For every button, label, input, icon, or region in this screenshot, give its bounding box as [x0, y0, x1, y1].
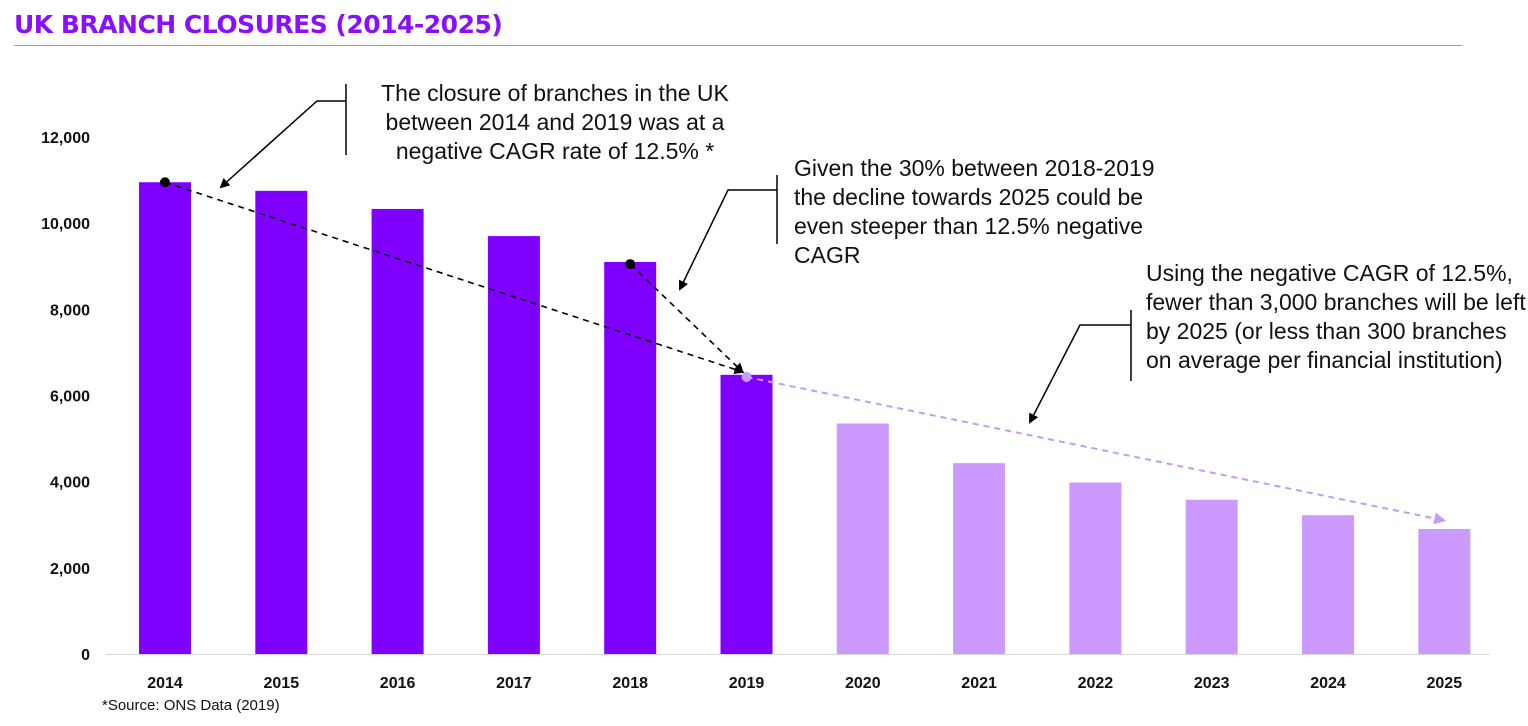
y-tick-label: 8,000	[50, 302, 90, 319]
bar-2015	[255, 190, 308, 654]
callout-1-arrow	[219, 100, 346, 189]
bar-2022	[1069, 482, 1122, 654]
bar-2020	[836, 423, 889, 654]
y-axis: 0 2,000 4,000 6,000 8,000 10,000 12,000	[41, 130, 90, 664]
x-tick-label: 2014	[147, 675, 183, 692]
source-note: *Source: ONS Data (2019)	[102, 697, 280, 714]
y-tick-label: 4,000	[50, 475, 90, 492]
x-tick-label: 2016	[380, 675, 416, 692]
chart-title: UK BRANCH CLOSURES (2014-2025)	[14, 10, 503, 39]
trend-line-2	[629, 263, 744, 374]
y-tick-label: 10,000	[41, 216, 90, 233]
bar-2014	[139, 182, 191, 655]
x-tick-label: 2023	[1194, 675, 1230, 692]
callout-2-arrow	[678, 189, 777, 291]
x-tick-label: 2024	[1310, 675, 1346, 692]
bar-2017	[487, 236, 540, 654]
y-tick-label: 2,000	[50, 561, 90, 578]
y-tick-label: 12,000	[41, 130, 90, 147]
x-tick-label: 2021	[961, 675, 997, 692]
x-tick-label: 2022	[1078, 675, 1114, 692]
trend-lines	[160, 177, 1447, 525]
trend-line-3	[746, 375, 1447, 525]
bar-2025	[1418, 529, 1471, 654]
x-tick-label: 2017	[496, 675, 532, 692]
bar-2021	[953, 463, 1006, 654]
annotation-steeper-decline: Given the 30% between 2018-2019 the decl…	[794, 155, 1155, 268]
x-tick-label: 2018	[612, 675, 648, 692]
trend-line-1	[164, 181, 745, 375]
title-rule	[14, 45, 1462, 46]
x-tick-label: 2020	[845, 675, 881, 692]
y-tick-label: 0	[81, 647, 90, 664]
bar-2018	[604, 261, 657, 654]
bar-2019	[720, 374, 773, 654]
y-tick-label: 6,000	[50, 389, 90, 406]
trend-start-dot	[160, 177, 170, 188]
x-tick-label: 2025	[1427, 675, 1463, 692]
callouts	[219, 84, 1132, 424]
annotation-2025-projection: Using the negative CAGR of 12.5%, fewer …	[1146, 260, 1526, 373]
bar-2023	[1185, 499, 1238, 654]
x-axis: 2014 2015 2016 2017 2018 2019 2020 2021 2022 2023…	[106, 654, 1490, 692]
callout-3-arrow	[1029, 324, 1131, 424]
x-tick-label: 2019	[729, 675, 765, 692]
trend-start-dot	[625, 259, 636, 270]
projection-start-dot	[741, 371, 752, 382]
bar-2016	[371, 208, 424, 655]
annotation-cagr-2014-2019: The closure of branches in the UK betwee…	[381, 80, 729, 164]
bar-2024	[1302, 515, 1354, 654]
bars	[139, 182, 1471, 655]
x-tick-label: 2015	[264, 675, 300, 692]
